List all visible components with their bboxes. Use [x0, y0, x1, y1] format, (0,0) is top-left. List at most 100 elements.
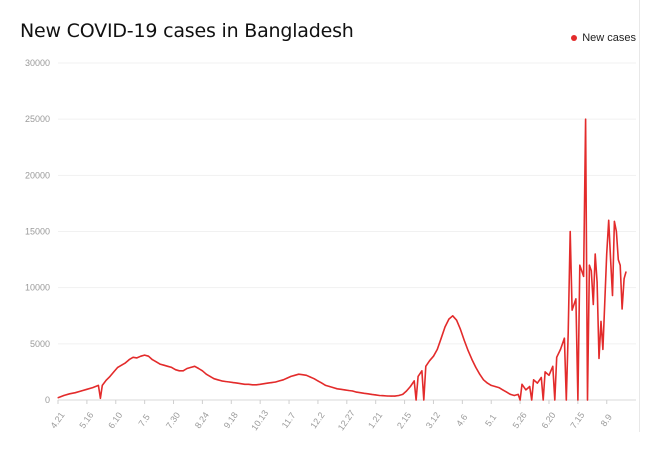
data-point [128, 359, 130, 361]
data-point [588, 264, 591, 266]
data-point [415, 399, 417, 401]
data-point [602, 348, 604, 350]
data-point [263, 383, 265, 385]
x-tick-label: 2.15 [395, 410, 413, 430]
y-tick-label: 30000 [25, 58, 50, 68]
data-point [598, 357, 600, 359]
y-tick-label: 20000 [25, 170, 50, 180]
y-tick-label: 5000 [30, 339, 50, 349]
data-point [240, 383, 242, 385]
data-point [452, 315, 454, 317]
data-point [554, 399, 556, 401]
data-point [182, 370, 184, 372]
data-point [621, 308, 623, 310]
data-point [590, 270, 592, 272]
data-point [536, 382, 539, 384]
data-point [69, 393, 71, 395]
data-point [178, 370, 180, 372]
x-tick-label: 7.30 [164, 410, 182, 430]
x-tick-label: 6.20 [539, 410, 557, 430]
data-point [625, 271, 627, 273]
data-point [371, 393, 373, 395]
data-point [529, 385, 531, 388]
x-axis-tick-labels: 4.21 5.16 6.10 7.5 7.30 8.24 9.18 10.13 11.7 12.2… [48, 400, 614, 432]
data-point [525, 389, 527, 391]
series-line-new-cases [57, 118, 627, 401]
data-point [440, 337, 442, 339]
data-point [97, 384, 99, 386]
data-point [359, 392, 361, 394]
data-point [290, 375, 292, 377]
data-point [575, 298, 577, 300]
x-tick-label: 1.21 [366, 410, 384, 430]
data-point [348, 389, 350, 392]
y-tick-label: 10000 [25, 283, 50, 293]
data-point [332, 387, 334, 389]
data-point [421, 370, 423, 372]
x-tick-label: 8.9 [599, 412, 614, 428]
data-point [432, 355, 435, 357]
data-point [513, 394, 515, 397]
data-point [325, 384, 327, 386]
data-point [490, 384, 492, 386]
data-point [251, 384, 254, 386]
data-point [174, 369, 177, 371]
data-point [136, 357, 138, 359]
data-point [255, 384, 257, 386]
x-tick-label: 4.21 [48, 410, 66, 430]
data-point [382, 395, 384, 397]
data-point [471, 359, 473, 361]
chart-legend[interactable]: New cases [571, 32, 636, 44]
data-point [167, 365, 169, 367]
data-point [579, 264, 581, 266]
x-tick-label: 9.18 [222, 410, 240, 430]
data-point [209, 375, 211, 377]
data-point [113, 371, 115, 373]
x-tick-label: 7.5 [137, 412, 152, 428]
data-point [502, 389, 504, 391]
data-point [425, 365, 427, 367]
data-point [221, 380, 223, 382]
data-point [486, 382, 488, 384]
data-point [577, 399, 579, 401]
data-point [531, 399, 533, 401]
data-point [606, 253, 608, 255]
data-point [344, 389, 346, 391]
data-point [456, 319, 458, 321]
y-tick-label: 0 [45, 395, 50, 405]
data-point [405, 390, 408, 392]
data-point [201, 370, 203, 372]
data-point [533, 379, 535, 381]
data-point [205, 373, 207, 375]
data-point [120, 364, 123, 366]
data-point [248, 383, 250, 385]
data-point [151, 359, 153, 361]
data-point [355, 391, 357, 393]
data-point [321, 382, 323, 384]
data-point [140, 355, 142, 357]
data-point [147, 355, 150, 357]
data-point [565, 399, 567, 401]
data-point [57, 397, 59, 399]
data-point [132, 356, 134, 358]
data-point [298, 373, 300, 375]
data-point [619, 264, 621, 266]
data-point [305, 374, 307, 376]
data-point [224, 380, 227, 383]
data-point [436, 348, 438, 350]
data-point [367, 393, 369, 395]
data-point [390, 395, 392, 397]
data-point [498, 387, 500, 389]
data-point [542, 399, 544, 401]
y-tick-label: 25000 [25, 114, 50, 124]
data-point [459, 328, 461, 330]
data-point [313, 378, 315, 380]
data-point [375, 394, 377, 396]
data-point [378, 394, 381, 397]
data-point [271, 382, 273, 384]
data-point [394, 395, 396, 397]
data-point [409, 385, 411, 388]
data-point [63, 394, 65, 397]
data-point [585, 118, 587, 120]
